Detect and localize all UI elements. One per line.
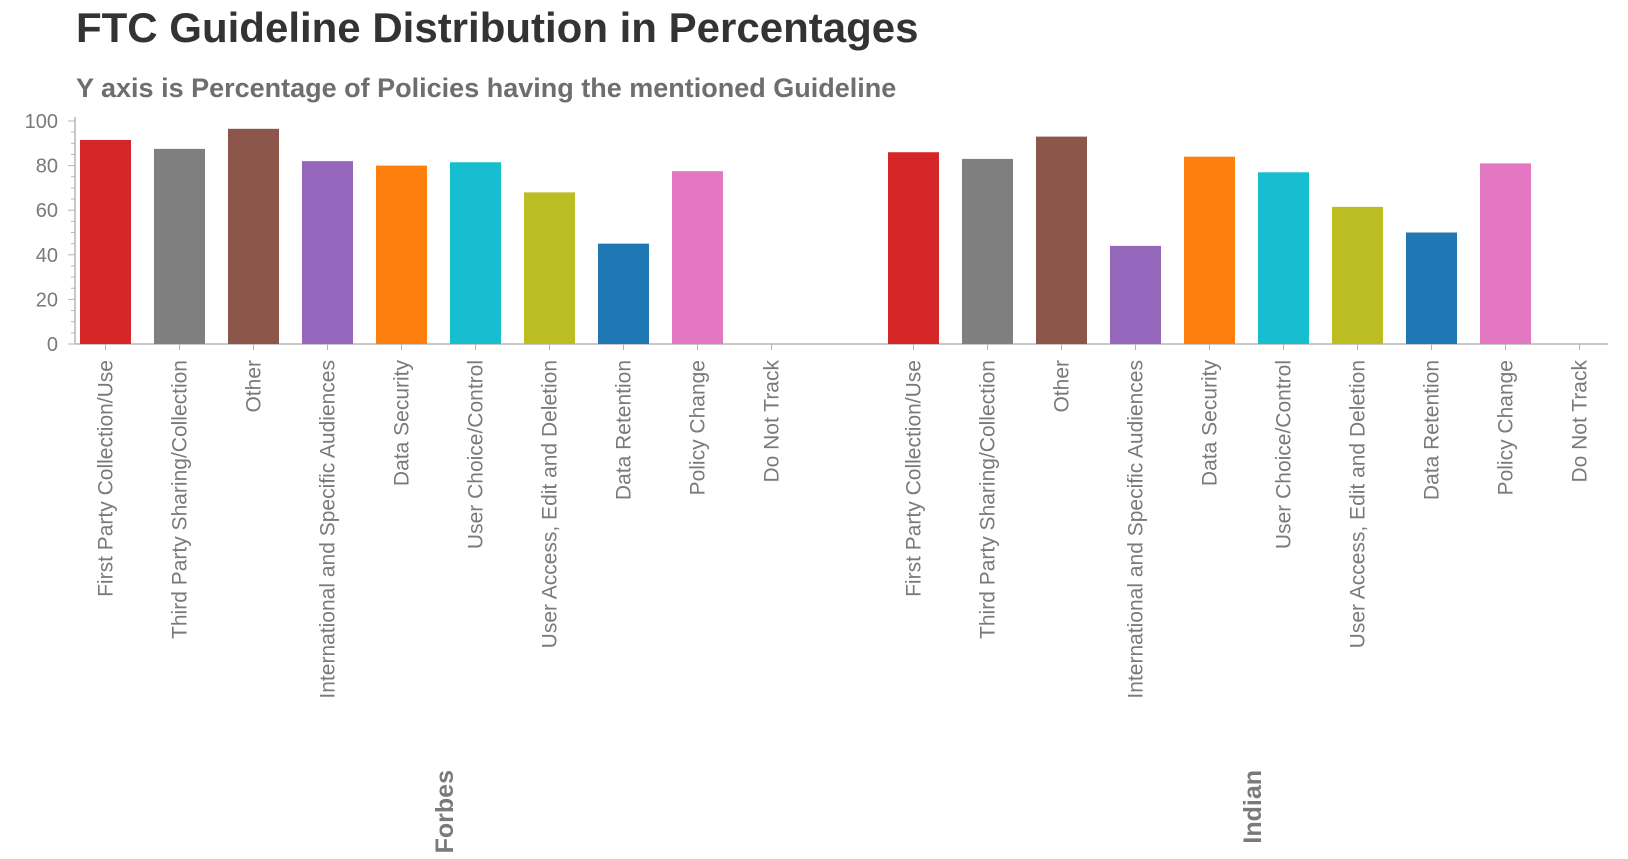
bar <box>376 165 427 344</box>
x-axis <box>75 343 1608 350</box>
group-label: Indian <box>1239 770 1267 844</box>
bar <box>154 148 205 344</box>
x-tick-label: Other <box>1051 360 1074 413</box>
bar <box>962 158 1013 344</box>
y-tick-label: 60 <box>36 200 58 222</box>
x-tick-label: User Access, Edit and Deletion <box>1347 360 1370 648</box>
chart-title: FTC Guideline Distribution in Percentage… <box>76 4 919 51</box>
x-tick-label: Do Not Track <box>1569 360 1592 483</box>
y-tick-label: 0 <box>47 334 58 356</box>
bar <box>672 171 723 344</box>
bar <box>1258 172 1309 344</box>
bar <box>1036 136 1087 344</box>
bar <box>1184 156 1235 344</box>
bar <box>888 152 939 344</box>
x-tick-label: Policy Change <box>687 360 710 495</box>
bar <box>524 192 575 344</box>
x-tick-label: Data Security <box>1199 360 1222 487</box>
bar <box>302 161 353 344</box>
bar <box>80 139 131 344</box>
y-tick-label: 40 <box>36 245 58 267</box>
category-labels: First Party Collection/Use Third Party Sh… <box>95 360 1592 699</box>
x-tick-label: Other <box>243 360 266 413</box>
x-tick-label: First Party Collection/Use <box>95 360 118 597</box>
x-tick-label: Third Party Sharing/Collection <box>977 360 1000 639</box>
bar <box>598 243 649 344</box>
chart-subtitle: Y axis is Percentage of Policies having … <box>76 73 897 103</box>
x-tick-label: Policy Change <box>1495 360 1518 495</box>
x-tick-label: Do Not Track <box>761 360 784 483</box>
y-tick-label: 100 <box>25 111 58 133</box>
x-tick-label: International and Specific Audiences <box>1125 360 1148 699</box>
x-tick-label: Third Party Sharing/Collection <box>169 360 192 639</box>
bar <box>1110 245 1161 344</box>
x-tick-label: First Party Collection/Use <box>903 360 926 597</box>
bar <box>1480 163 1531 344</box>
x-tick-label: User Access, Edit and Deletion <box>539 360 562 648</box>
y-tick-label: 80 <box>36 156 58 178</box>
group-label: Forbes <box>431 770 459 853</box>
x-tick-label: International and Specific Audiences <box>317 360 340 699</box>
x-tick-label: Data Retention <box>613 360 636 500</box>
bar <box>228 128 279 344</box>
y-axis: 0 20 40 60 80 100 <box>25 111 76 356</box>
bar <box>450 162 501 344</box>
x-tick-label: Data Retention <box>1421 360 1444 500</box>
group-labels: Forbes Indian <box>431 770 1267 853</box>
bar <box>1406 232 1457 344</box>
bar <box>1332 206 1383 344</box>
x-tick-label: User Choice/Control <box>465 360 488 549</box>
x-tick-label: User Choice/Control <box>1273 360 1296 549</box>
y-tick-label: 20 <box>36 289 58 311</box>
x-tick-label: Data Security <box>391 360 414 487</box>
bars <box>80 128 1531 344</box>
